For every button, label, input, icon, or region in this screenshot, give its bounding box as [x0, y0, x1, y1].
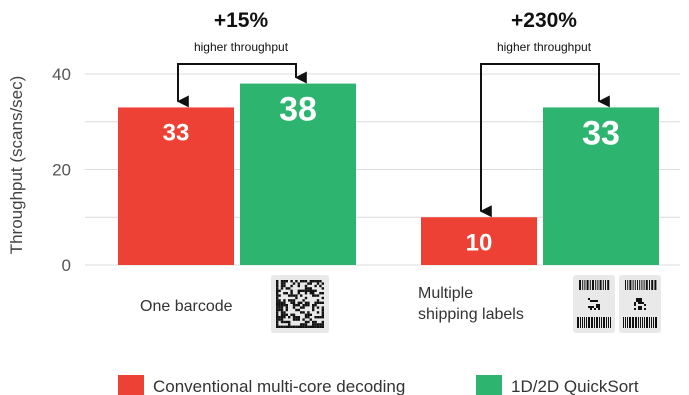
improvement-value: +15% — [214, 9, 269, 32]
y-tick-label: 40 — [52, 65, 71, 84]
y-tick-label: 20 — [52, 161, 71, 180]
legend-label: 1D/2D QuickSort — [511, 377, 639, 395]
category-label: Multiple — [418, 285, 473, 302]
y-tick-labels: 0 20 40 — [52, 65, 71, 275]
improvement-value: +230% — [511, 9, 577, 32]
bar — [421, 217, 537, 265]
comparison-arrow — [479, 63, 610, 218]
legend-label: Conventional multi-core decoding — [153, 377, 405, 395]
bar-value-label: 10 — [466, 229, 493, 256]
bar — [240, 83, 356, 265]
comparison-arrows: +15% higher throughput +230% higher through… — [176, 9, 610, 218]
category-label: shipping labels — [418, 306, 524, 323]
category-labels: One barcode Multiple shipping labels — [140, 285, 524, 323]
category-label: One barcode — [140, 298, 233, 315]
datamatrix-barcode-icon — [271, 275, 329, 333]
legend: Conventional multi-core decoding 1D/2D Qu… — [118, 375, 639, 395]
bar-value-label: 38 — [279, 91, 317, 129]
comparison-arrow — [176, 63, 307, 108]
y-axis-label: Throughput (scans/sec) — [7, 76, 26, 255]
bar-value-label: 33 — [163, 119, 190, 146]
y-tick-label: 0 — [62, 256, 71, 275]
shipping-label-icon — [619, 275, 661, 333]
legend-swatch — [118, 375, 144, 395]
shipping-label-icon — [573, 275, 615, 333]
bar — [118, 107, 234, 265]
bar-series: 33 10 38 33 — [118, 83, 659, 265]
improvement-caption: higher throughput — [194, 40, 289, 54]
bar-value-label: 33 — [582, 114, 620, 152]
legend-swatch — [476, 375, 502, 395]
improvement-caption: higher throughput — [497, 40, 592, 54]
